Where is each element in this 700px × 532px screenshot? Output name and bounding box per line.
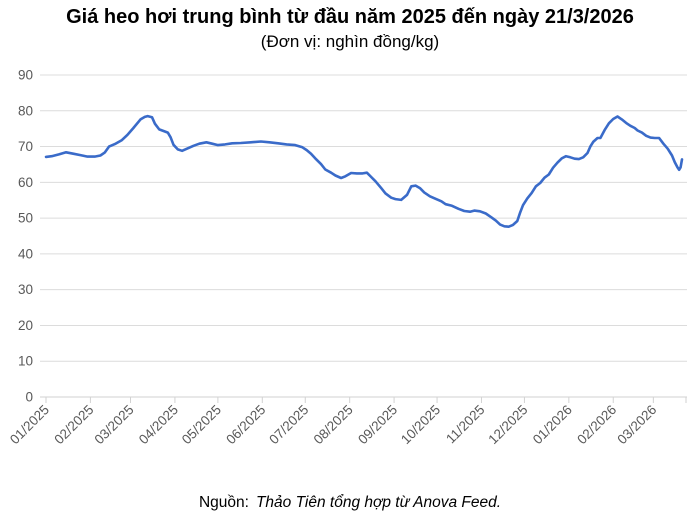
y-tick-label: 40 <box>18 246 33 261</box>
y-tick-label: 60 <box>18 175 33 190</box>
x-tick-label: 08/2025 <box>311 402 356 447</box>
y-tick-label: 90 <box>18 68 33 83</box>
x-tick-label: 04/2025 <box>136 402 181 447</box>
x-tick-label: 07/2025 <box>266 402 311 447</box>
y-tick-label: 0 <box>25 390 33 405</box>
x-axis-ticks <box>45 397 687 403</box>
x-tick-label: 03/2025 <box>92 402 137 447</box>
x-tick-label: 02/2026 <box>574 402 619 447</box>
x-tick-label: 01/2025 <box>7 402 52 447</box>
y-tick-label: 80 <box>18 103 33 118</box>
x-tick-label: 02/2025 <box>51 402 96 447</box>
x-tick-label: 11/2025 <box>443 402 487 446</box>
chart-subtitle: (Đơn vị: nghìn đồng/kg) <box>260 32 440 51</box>
y-tick-label: 30 <box>18 282 33 297</box>
y-gridlines <box>40 74 687 398</box>
x-tick-label: 09/2025 <box>355 402 400 447</box>
source-note: Nguồn: Thảo Tiên tổng hợp từ Anova Feed. <box>0 494 700 512</box>
price-series-line <box>44 114 684 228</box>
x-tick-label: 05/2025 <box>179 402 224 447</box>
y-tick-label: 70 <box>18 139 33 154</box>
x-tick-label: 03/2026 <box>614 402 659 447</box>
chart-title: Giá heo hơi trung bình từ đầu năm 2025 đ… <box>66 6 634 28</box>
x-tick-label: 06/2025 <box>223 402 268 447</box>
x-tick-label: 01/2026 <box>530 402 575 447</box>
source-text: Thảo Tiên tổng hợp từ Anova Feed. <box>255 494 502 511</box>
y-tick-label: 20 <box>18 318 33 333</box>
y-tick-label: 50 <box>18 211 33 226</box>
y-axis-labels: 0 10 20 30 40 50 60 70 80 90 <box>18 68 33 405</box>
x-tick-label: 10/2025 <box>398 402 443 447</box>
x-tick-label: 12/2025 <box>485 402 530 447</box>
y-tick-label: 10 <box>18 354 33 369</box>
source-label: Nguồn: <box>198 494 249 511</box>
